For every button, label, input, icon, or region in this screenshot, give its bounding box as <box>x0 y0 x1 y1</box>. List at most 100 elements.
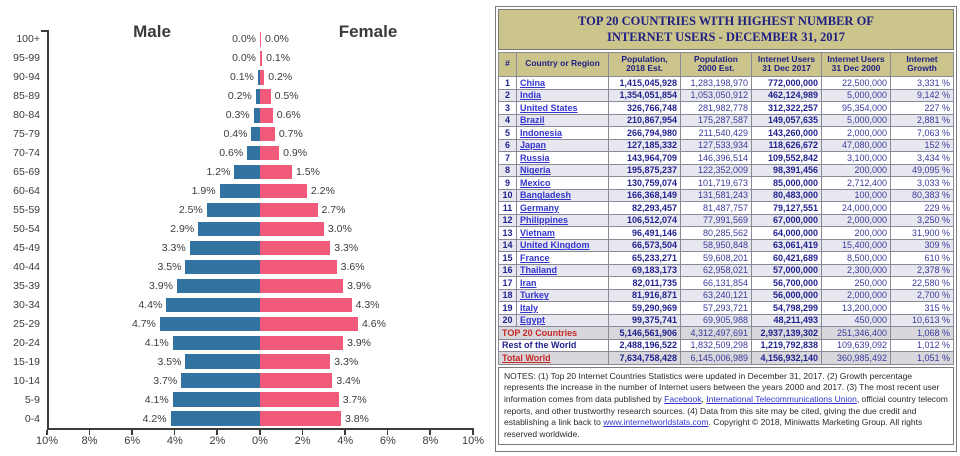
country-link[interactable]: Thailand <box>520 265 558 276</box>
male-half: 3.5% <box>47 257 260 276</box>
country-link[interactable]: Egypt <box>520 315 546 326</box>
growth-cell: 2,378 % <box>890 263 954 278</box>
x-axis-tick <box>216 430 218 435</box>
female-bar <box>260 354 331 369</box>
female-value-label: 3.9% <box>347 279 371 292</box>
note-link[interactable]: www.internetworldstats.com <box>603 417 709 428</box>
pyramid-row: 100+ 0.0% 0.0% <box>0 30 473 49</box>
country-link[interactable]: Indonesia <box>520 127 563 138</box>
male-half: 2.9% <box>47 220 260 239</box>
female-half: 3.9% <box>260 276 473 295</box>
population-2000-cell: 66,131,854 <box>680 276 752 290</box>
female-bar <box>260 278 344 294</box>
users-2017-cell: 56,700,000 <box>751 276 822 290</box>
country-link[interactable]: Philippines <box>520 215 569 226</box>
users-2017-cell: 1,219,792,838 <box>751 338 822 353</box>
male-series-title: Male <box>133 22 171 41</box>
male-half: 0.3% <box>47 106 260 125</box>
growth-cell: 3,331 % <box>890 76 954 90</box>
age-group-label: 95-99 <box>13 52 40 65</box>
growth-cell: 1,051 % <box>890 351 954 365</box>
users-2000-cell: 2,000,000 <box>821 126 891 140</box>
table-row: 15 France 65,233,271 59,608,201 60,421,689 8,… <box>498 251 954 265</box>
country-link[interactable]: China <box>520 77 546 88</box>
column-header: Population 2000 Est. <box>680 51 752 78</box>
growth-cell: 309 % <box>890 238 954 253</box>
summary-row: TOP 20 Countries 5,146,561,906 4,312,497,6… <box>498 326 954 340</box>
users-2017-cell: 312,322,257 <box>751 101 822 115</box>
age-group-label: 10-14 <box>13 374 40 387</box>
female-value-label: 3.7% <box>342 393 367 406</box>
female-bar <box>260 89 271 104</box>
female-bar <box>260 316 358 331</box>
male-value-label: 2.5% <box>178 204 203 217</box>
female-value-label: 3.8% <box>344 412 369 425</box>
country-link[interactable]: France <box>520 252 550 263</box>
population-2018-cell: 266,794,980 <box>608 126 681 140</box>
x-axis-tick-label: 4% <box>337 435 354 447</box>
x-axis-tick <box>259 430 261 435</box>
users-2017-cell: 4,156,932,140 <box>751 351 822 365</box>
population-2000-cell: 69,905,988 <box>680 313 752 328</box>
female-bar <box>260 127 275 142</box>
male-value-label: 4.1% <box>144 336 169 349</box>
x-axis: 10% 8% 6% 4% 2% 0% 2% 4% 6% 8% 10% <box>36 430 484 454</box>
country-link[interactable]: Germany <box>520 202 560 213</box>
summary-row: Rest of the World 2,488,196,522 1,832,509,… <box>498 338 954 353</box>
female-bar <box>260 32 261 47</box>
x-axis-tick-label: 2% <box>294 435 311 447</box>
country-link[interactable]: Brazil <box>520 115 545 126</box>
summary-label-cell: Total World <box>498 351 609 365</box>
country-link[interactable]: United States <box>520 102 578 113</box>
note-link[interactable]: Facebook <box>664 393 702 404</box>
population-2000-cell: 131,581,243 <box>680 188 752 203</box>
growth-cell: 3,033 % <box>890 176 954 190</box>
rank-cell: 16 <box>498 263 517 278</box>
country-cell: Iran <box>516 276 609 290</box>
country-link[interactable]: Italy <box>520 302 539 313</box>
table-row: 1 China 1,415,045,928 1,283,198,970 772,000,… <box>498 76 954 90</box>
female-bar <box>260 145 280 161</box>
male-value-label: 1.9% <box>191 185 216 198</box>
female-value-label: 3.9% <box>347 336 371 349</box>
users-2000-cell: 13,200,000 <box>821 301 891 315</box>
country-link[interactable]: Nigeria <box>520 165 551 176</box>
country-link[interactable]: Japan <box>520 140 547 151</box>
population-2000-cell: 1,832,509,298 <box>680 338 752 353</box>
female-half: 2.7% <box>260 201 473 220</box>
growth-cell: 22,580 % <box>890 276 954 290</box>
country-cell: Italy <box>516 301 609 315</box>
country-link[interactable]: Iran <box>520 277 537 288</box>
country-link[interactable]: Mexico <box>520 177 551 188</box>
pyramid-row: 45-49 3.3% 3.3% <box>0 238 473 257</box>
country-cell: Turkey <box>516 288 609 303</box>
x-axis-tick-label: 0% <box>252 435 268 447</box>
users-2017-cell: 143,260,000 <box>751 126 822 140</box>
male-half: 0.0% <box>47 49 260 68</box>
pyramid-row: 75-79 0.4% 0.7% <box>0 125 473 144</box>
users-2017-cell: 2,937,139,302 <box>751 326 822 340</box>
users-2000-cell: 15,400,000 <box>821 238 891 253</box>
female-bar <box>260 202 318 218</box>
country-link[interactable]: United Kingdom <box>520 240 590 251</box>
female-bar <box>260 164 292 180</box>
female-value-label: 1.5% <box>295 166 320 179</box>
country-link[interactable]: India <box>520 90 542 101</box>
country-link[interactable]: Turkey <box>520 290 549 301</box>
country-link[interactable]: Vietnam <box>520 227 555 238</box>
population-2018-cell: 166,368,149 <box>608 188 681 203</box>
population-2018-cell: 82,011,735 <box>608 276 681 290</box>
users-2017-cell: 79,127,551 <box>751 201 822 215</box>
total-world-link[interactable]: Total World <box>502 352 551 363</box>
countries-table: # Country or Region Population, 2018 Est. P… <box>498 51 954 365</box>
pyramid-row: 5-9 4.1% 3.7% <box>0 390 473 409</box>
male-half: 4.2% <box>47 409 260 428</box>
country-link[interactable]: Russia <box>520 152 550 163</box>
country-link[interactable]: Bangladesh <box>520 190 572 201</box>
users-2017-cell: 149,057,635 <box>751 113 822 128</box>
growth-cell: 229 % <box>890 201 954 215</box>
growth-cell: 49,095 % <box>890 163 954 178</box>
male-bar <box>206 202 260 218</box>
population-2018-cell: 195,875,237 <box>608 163 681 178</box>
note-link[interactable]: International Telecommunications Union <box>706 393 857 404</box>
